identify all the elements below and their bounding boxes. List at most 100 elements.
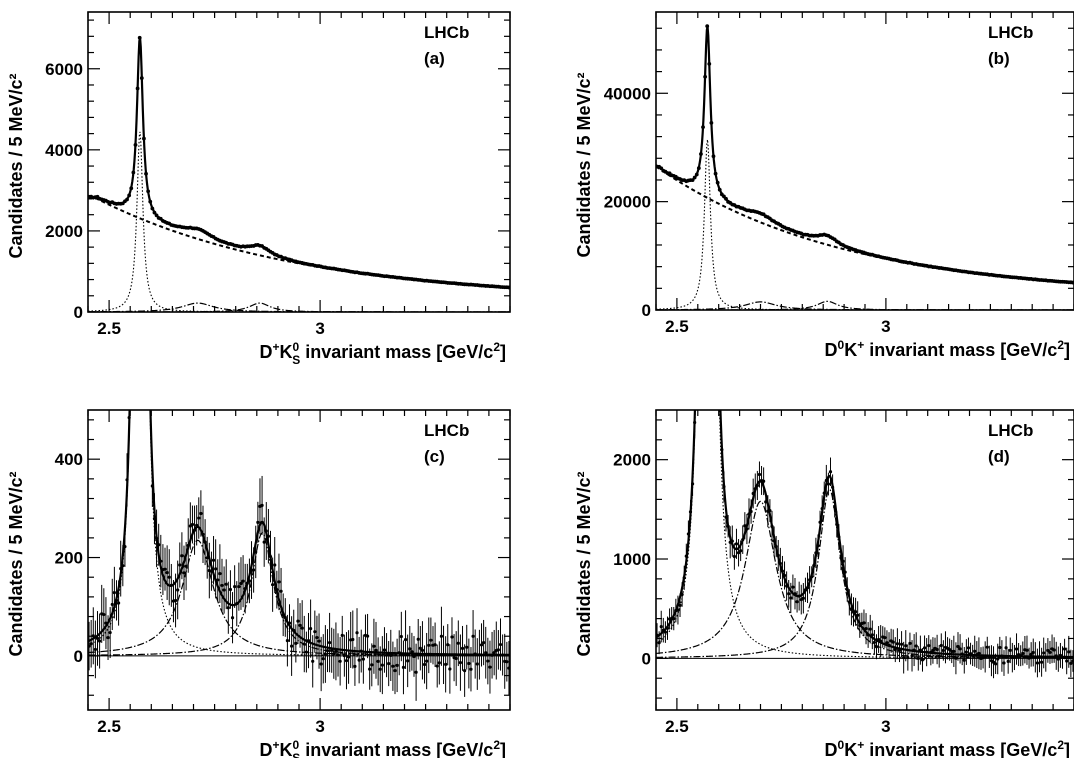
y-tick-label: 1000 bbox=[613, 550, 651, 569]
data-point bbox=[132, 138, 135, 141]
data-point bbox=[309, 626, 313, 631]
data-point bbox=[321, 657, 325, 661]
data-point bbox=[332, 652, 336, 656]
data-point bbox=[935, 647, 939, 652]
data-point bbox=[902, 656, 906, 660]
data-point bbox=[762, 479, 766, 483]
data-point bbox=[454, 656, 458, 661]
data-point bbox=[739, 549, 743, 553]
y-tick-label: 0 bbox=[642, 301, 651, 320]
lhcb-label: LHCb bbox=[424, 23, 469, 42]
data-point bbox=[482, 640, 486, 645]
data-point bbox=[736, 551, 741, 555]
signal-curve bbox=[88, 410, 510, 657]
y-tick-label: 0 bbox=[74, 303, 83, 322]
data-point bbox=[323, 652, 327, 656]
x-tick-label: 2.5 bbox=[97, 717, 121, 736]
data-point bbox=[178, 563, 182, 567]
data-point bbox=[456, 641, 460, 645]
lhcb-label: LHCb bbox=[424, 421, 469, 440]
data-point bbox=[446, 643, 450, 647]
data-point bbox=[106, 636, 110, 640]
data-point bbox=[403, 638, 408, 642]
data-point bbox=[985, 645, 989, 649]
x-tick-label: 3 bbox=[315, 717, 324, 736]
data-point bbox=[826, 482, 831, 486]
data-point bbox=[920, 658, 925, 662]
data-point bbox=[89, 642, 93, 646]
y-tick-label: 0 bbox=[642, 649, 651, 668]
total-fit-curve bbox=[88, 37, 510, 289]
data-point bbox=[393, 669, 397, 673]
data-point bbox=[182, 571, 186, 575]
y-axis-label: Candidates / 5 MeV/c² bbox=[574, 72, 594, 257]
plot-area-d bbox=[656, 138, 1074, 679]
data-point bbox=[714, 138, 717, 141]
data-point bbox=[862, 621, 866, 625]
data-point bbox=[298, 623, 302, 627]
data-point bbox=[958, 647, 962, 651]
data-point bbox=[956, 644, 960, 649]
data-point bbox=[327, 640, 332, 645]
y-tick-label: 0 bbox=[74, 647, 83, 666]
data-point bbox=[391, 664, 395, 668]
x-tick-label: 2.5 bbox=[665, 317, 689, 336]
data-point bbox=[998, 645, 1002, 650]
data-point bbox=[1048, 650, 1052, 655]
y-tick-label: 20000 bbox=[604, 193, 651, 212]
data-point bbox=[93, 647, 97, 652]
y-axis-label: Candidates / 5 MeV/c² bbox=[6, 73, 26, 258]
lhcb-label: LHCb bbox=[988, 421, 1033, 440]
panel-d: 2.5 3 0 1000 2000 Candidates / 5 MeV/c² D0K+ i… bbox=[574, 138, 1074, 758]
data-point bbox=[885, 641, 889, 645]
data-point bbox=[1056, 657, 1060, 661]
data-point bbox=[228, 587, 233, 592]
data-point bbox=[222, 588, 226, 592]
data-point bbox=[346, 655, 351, 659]
data-point bbox=[801, 596, 805, 600]
x-axis-label: D+K0 S invariant mass [GeV/c2] bbox=[260, 738, 507, 758]
data-point bbox=[319, 662, 323, 666]
signal-curve bbox=[656, 410, 1074, 659]
data-point bbox=[325, 648, 330, 653]
data-point bbox=[180, 554, 184, 558]
data-point bbox=[994, 662, 998, 666]
data-point bbox=[302, 642, 306, 646]
data-point bbox=[1031, 650, 1035, 655]
panel-id-label: (b) bbox=[988, 49, 1010, 68]
data-point bbox=[290, 644, 294, 648]
data-point bbox=[95, 636, 100, 641]
data-point bbox=[469, 667, 473, 671]
data-point bbox=[496, 648, 500, 652]
data-point bbox=[435, 664, 439, 668]
data-point bbox=[351, 637, 355, 642]
data-point bbox=[184, 564, 188, 568]
data-point bbox=[732, 554, 736, 559]
x-tick-label: 2.5 bbox=[97, 319, 121, 338]
plot-area-b bbox=[656, 24, 1074, 310]
data-point bbox=[891, 640, 895, 644]
data-point bbox=[757, 472, 762, 477]
data-point bbox=[939, 643, 943, 648]
data-point bbox=[678, 603, 682, 607]
data-point bbox=[486, 659, 490, 663]
data-point bbox=[230, 616, 235, 620]
data-point bbox=[233, 584, 237, 589]
data-point bbox=[1042, 651, 1046, 655]
data-point bbox=[370, 663, 374, 667]
data-point bbox=[695, 335, 698, 338]
data-point bbox=[163, 567, 167, 571]
data-point bbox=[505, 660, 509, 664]
data-point bbox=[412, 654, 416, 659]
data-point bbox=[273, 563, 277, 567]
data-point bbox=[1021, 651, 1025, 656]
data-point bbox=[908, 641, 912, 646]
data-point bbox=[895, 642, 899, 646]
data-point bbox=[224, 582, 228, 586]
data-point bbox=[102, 612, 106, 617]
data-point bbox=[380, 663, 384, 667]
data-point bbox=[1006, 659, 1010, 663]
data-point bbox=[110, 602, 114, 607]
data-point bbox=[353, 664, 357, 668]
